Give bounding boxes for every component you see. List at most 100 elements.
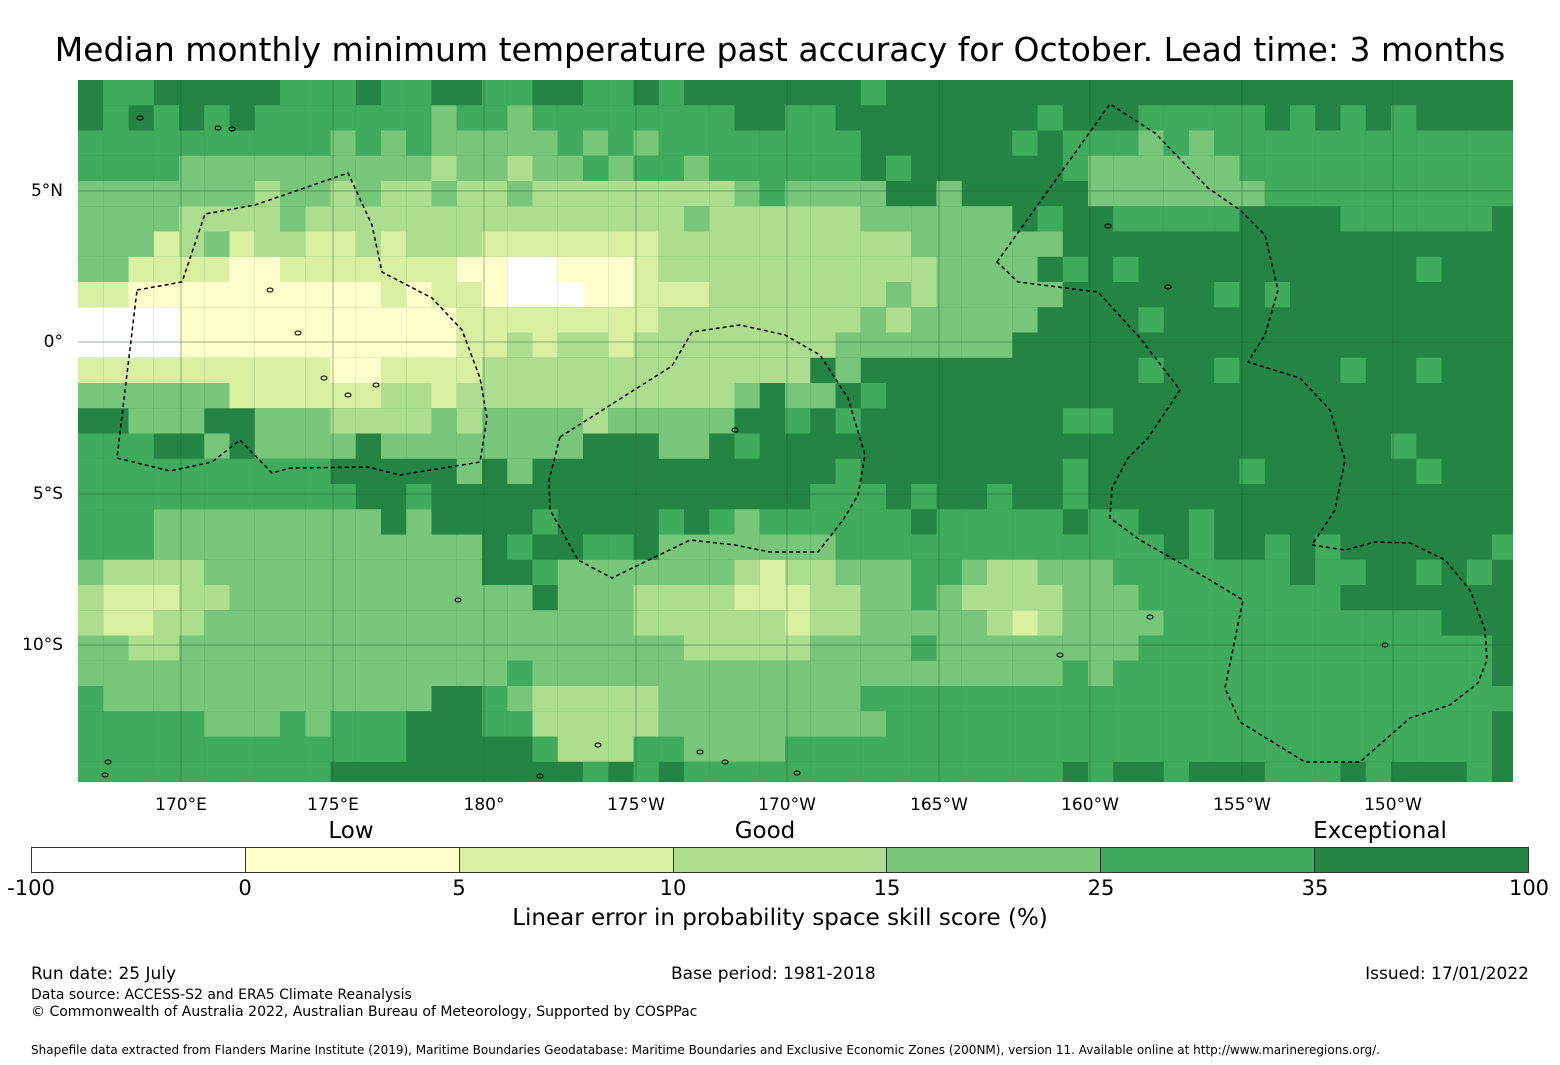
map-cell	[1062, 635, 1088, 661]
map-cell	[1416, 181, 1442, 207]
map-cell	[633, 231, 659, 257]
map-cell	[734, 357, 760, 383]
map-cell	[961, 686, 987, 712]
map-cell	[1365, 181, 1391, 207]
map-cell	[810, 282, 836, 308]
map-cell	[103, 357, 129, 383]
map-cell	[684, 357, 710, 383]
map-cell	[911, 610, 937, 636]
map-cell	[961, 559, 987, 585]
map-cell	[583, 231, 609, 257]
map-cell	[759, 761, 785, 782]
map-cell	[810, 307, 836, 333]
map-cell	[1365, 761, 1391, 782]
legend-tick-100: 100	[1508, 876, 1550, 900]
map-cell	[280, 307, 306, 333]
map-cell	[532, 660, 558, 686]
map-cell	[204, 256, 230, 282]
map-cell	[153, 458, 179, 484]
map-cell	[1214, 155, 1240, 181]
map-cell	[179, 559, 205, 585]
map-cell	[1391, 433, 1417, 459]
map-cell	[179, 383, 205, 409]
map-cell	[1239, 736, 1265, 762]
map-cell	[608, 357, 634, 383]
map-cell	[280, 408, 306, 434]
map-cell	[1492, 130, 1513, 156]
map-cell	[785, 761, 811, 782]
map-cell	[78, 484, 104, 510]
map-cell	[406, 585, 432, 611]
map-cell	[355, 181, 381, 207]
map-cell	[835, 408, 861, 434]
map-cell	[1163, 105, 1189, 131]
map-cell	[658, 736, 684, 762]
map-cell	[254, 433, 280, 459]
lon-tick-160w: 160°W	[1061, 795, 1119, 815]
map-cell	[1163, 660, 1189, 686]
map-cell	[860, 206, 886, 232]
map-cell	[78, 610, 104, 636]
map-cell	[1189, 559, 1215, 585]
map-cell	[78, 559, 104, 585]
map-cell	[961, 585, 987, 611]
map-cell	[1416, 660, 1442, 686]
map-cell	[684, 761, 710, 782]
map-cell	[785, 206, 811, 232]
map-cell	[532, 408, 558, 434]
map-cell	[103, 660, 129, 686]
map-cell	[860, 256, 886, 282]
map-cell	[785, 332, 811, 358]
map-cell	[1264, 686, 1290, 712]
chart-title: Median monthly minimum temperature past …	[54, 30, 1506, 69]
map-cell	[886, 332, 912, 358]
map-cell	[835, 660, 861, 686]
map-cell	[633, 357, 659, 383]
map-cell	[1441, 686, 1467, 712]
map-cell	[456, 105, 482, 131]
map-cell	[633, 155, 659, 181]
map-cell	[633, 585, 659, 611]
map-cell	[507, 433, 533, 459]
map-cell	[886, 155, 912, 181]
island-outline	[214, 125, 222, 131]
map-cell	[330, 408, 356, 434]
lon-tick-180: 180°	[463, 795, 505, 815]
map-cell	[153, 130, 179, 156]
map-cell	[103, 231, 129, 257]
map-cell	[759, 585, 785, 611]
map-cell	[204, 105, 230, 131]
map-cell	[1466, 181, 1492, 207]
map-cell	[684, 660, 710, 686]
map-cell	[153, 660, 179, 686]
map-cell	[1340, 686, 1366, 712]
map-cell	[709, 332, 735, 358]
map-cell	[330, 80, 356, 106]
map-cell	[78, 585, 104, 611]
map-cell	[608, 585, 634, 611]
map-cell	[557, 559, 583, 585]
map-cell	[1037, 206, 1063, 232]
map-cell	[759, 534, 785, 560]
map-cell	[103, 130, 129, 156]
map-cell	[1290, 130, 1316, 156]
map-cell	[810, 231, 836, 257]
map-cell	[456, 383, 482, 409]
map-cell	[557, 231, 583, 257]
map-cell	[1466, 761, 1492, 782]
map-cell	[961, 711, 987, 737]
map-cell	[1239, 458, 1265, 484]
map-cell	[330, 105, 356, 131]
map-cell	[1088, 509, 1114, 535]
map-cell	[557, 256, 583, 282]
map-cell	[684, 332, 710, 358]
map-cell	[280, 509, 306, 535]
map-cell	[355, 307, 381, 333]
legend-category-good: Good	[734, 818, 796, 844]
map-cell	[886, 736, 912, 762]
map-cell	[532, 559, 558, 585]
map-cell	[1441, 736, 1467, 762]
map-cell	[734, 610, 760, 636]
map-cell	[583, 206, 609, 232]
eez-boundaries	[116, 102, 1488, 763]
